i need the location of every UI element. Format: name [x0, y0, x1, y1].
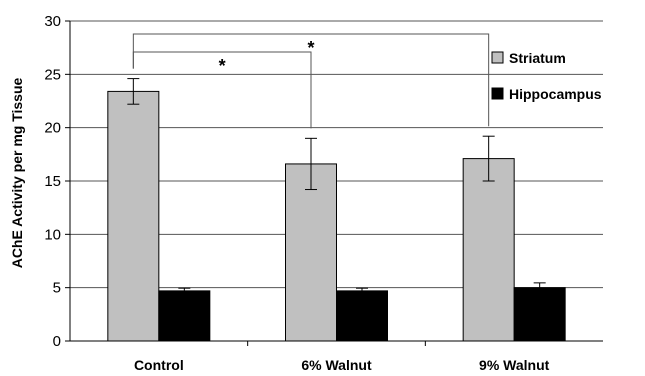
bars [107, 90, 566, 342]
bar-hippocampus-2 [513, 287, 566, 342]
y-tick-label: 25 [44, 66, 61, 83]
significance-marker: * [219, 56, 226, 76]
bar-hippocampus-1 [336, 290, 388, 342]
y-tick-label: 15 [44, 173, 61, 190]
legend-label-striatum: Striatum [509, 50, 566, 66]
legend-label-hippocampus: Hippocampus [509, 86, 602, 102]
y-axis-label: AChE Activity per mg Tissue [9, 77, 25, 268]
significance-marker: * [307, 38, 314, 58]
bar-striatum-2 [462, 158, 515, 342]
x-tick-label: Control [134, 357, 184, 373]
y-tick-label: 20 [44, 120, 61, 137]
legend-swatch-striatum [491, 51, 504, 64]
x-tick-label: 6% Walnut [301, 357, 372, 373]
legend-swatch-hippocampus [491, 87, 504, 100]
y-tick-label: 10 [44, 226, 61, 243]
legend: Striatum Hippocampus [491, 50, 602, 102]
bar-striatum-1 [285, 163, 337, 342]
bar-striatum-0 [107, 90, 160, 342]
y-tick-label: 5 [53, 280, 61, 297]
y-tick-label: 30 [44, 13, 61, 30]
axis-labels: AChE Activity per mg Tissue 0 5 10 15 20 25 30… [9, 13, 550, 373]
bar-hippocampus-0 [158, 290, 211, 342]
error-bars [127, 78, 546, 295]
significance-bracket [132, 33, 490, 127]
x-tick-label: 9% Walnut [479, 357, 550, 373]
y-tick-label: 0 [53, 333, 61, 350]
significance-brackets: ** [132, 33, 490, 129]
